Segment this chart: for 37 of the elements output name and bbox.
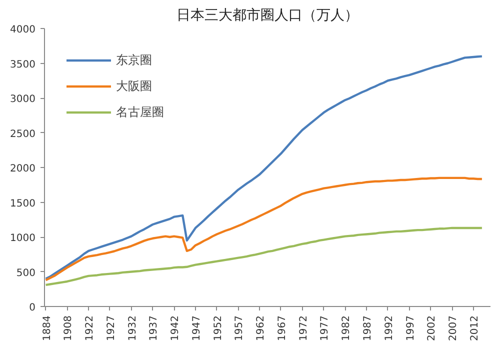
x-tick-label: 2002 [426,315,438,341]
x-tick-label: 1977 [320,315,331,341]
x-tick-label: 1942 [170,315,182,341]
x-tick-label: 1922 [84,315,96,341]
x-tick-label: 1908 [63,315,74,341]
x-tick-label: 1972 [298,315,310,341]
legend-label: 大阪圈 [116,78,152,94]
x-tick-label: 2007 [448,315,460,341]
y-tick-label: 0 [29,302,36,314]
y-tick-label: 3000 [10,94,36,105]
legend-label: 名古屋圈 [116,104,164,120]
y-tick-label: 3500 [10,59,36,70]
x-tick-label: 1987 [362,315,374,341]
y-tick-label: 4000 [10,24,36,36]
chart-title: 日本三大都市圈人口（万人） [176,8,358,24]
x-tick-label: 1982 [341,315,352,341]
y-tick-label: 1500 [10,198,36,210]
x-tick-label: 1927 [106,315,117,341]
x-tick-label: 1947 [191,315,202,341]
y-tick-label: 1000 [10,233,36,244]
y-tick-label: 2000 [10,164,36,174]
legend-label: 东京圈 [116,52,152,68]
x-tick-label: 2012 [469,315,480,341]
y-tick-label: 500 [16,268,36,279]
x-tick-label: 1884 [42,315,53,341]
x-tick-label: 1932 [127,315,138,341]
x-tick-label: 1957 [234,315,246,341]
x-tick-label: 1997 [405,315,416,341]
x-tick-label: 1937 [148,315,160,341]
x-tick-label: 1952 [212,315,224,341]
line-series [44,176,484,282]
line-series [44,55,484,280]
x-tick-label: 1967 [276,315,288,341]
y-tick-label: 2500 [10,128,36,140]
x-tick-label: 1962 [256,315,267,341]
x-tick-label: 1992 [384,315,395,341]
line-series [44,226,484,286]
